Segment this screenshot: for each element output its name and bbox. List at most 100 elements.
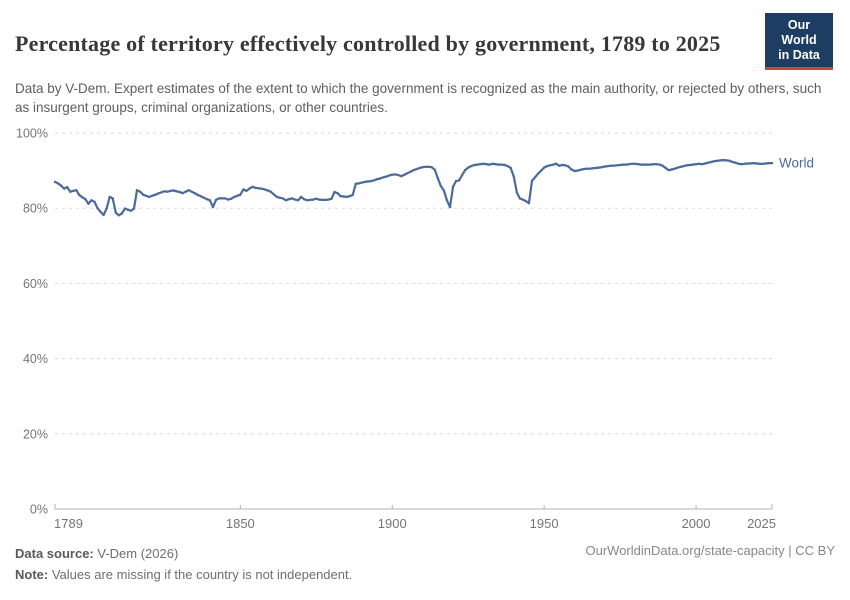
data-point-marker <box>488 163 491 166</box>
data-point-marker <box>75 189 78 192</box>
data-point-marker <box>144 194 148 197</box>
data-point-marker <box>242 188 245 191</box>
data-point-marker <box>157 192 160 195</box>
data-point-marker <box>184 190 187 193</box>
data-point-marker <box>169 189 172 193</box>
data-point-marker <box>208 199 212 202</box>
data-point-marker <box>628 163 631 166</box>
data-point-marker <box>193 192 196 195</box>
data-point-marker <box>391 173 394 176</box>
data-point-marker <box>360 181 364 184</box>
data-point-marker <box>348 195 351 198</box>
data-point-marker <box>330 197 333 200</box>
data-point-marker <box>479 163 482 166</box>
data-point-marker <box>87 202 90 205</box>
data-point-marker <box>345 195 348 199</box>
data-point-marker <box>427 165 430 168</box>
data-point-marker <box>527 202 531 205</box>
data-point-marker <box>90 199 93 202</box>
data-point-marker <box>281 197 285 200</box>
data-point-marker <box>728 159 731 162</box>
data-point-marker <box>634 162 637 165</box>
data-point-marker <box>482 162 485 165</box>
data-point-marker <box>485 163 488 166</box>
data-point-marker <box>755 162 758 165</box>
data-point-marker <box>175 190 178 193</box>
data-point-marker <box>324 198 327 202</box>
data-point-marker <box>342 195 345 198</box>
data-point-marker <box>579 168 582 171</box>
data-point-marker <box>649 163 652 166</box>
data-point-marker <box>129 209 133 212</box>
data-point-marker <box>463 169 467 172</box>
data-point-marker <box>385 175 388 178</box>
data-point-marker <box>460 173 464 177</box>
data-point-marker <box>366 180 370 183</box>
data-point-marker <box>202 196 206 199</box>
data-point-marker <box>333 190 336 194</box>
data-point-marker <box>135 189 139 192</box>
data-point-marker <box>442 189 446 192</box>
data-point-marker <box>457 179 461 182</box>
data-point-marker <box>673 167 676 170</box>
data-point-marker <box>536 172 540 175</box>
data-point-marker <box>539 169 543 172</box>
data-point-marker <box>555 162 558 165</box>
y-tick-label: 0% <box>30 503 48 517</box>
data-point-marker <box>594 166 597 170</box>
data-point-marker <box>59 184 63 187</box>
data-point-marker <box>564 164 567 167</box>
data-point-marker <box>679 165 683 168</box>
data-point-marker <box>56 182 60 185</box>
data-point-marker <box>473 163 476 167</box>
data-point-marker <box>78 193 81 197</box>
data-point-marker <box>309 198 312 202</box>
data-point-marker <box>381 176 385 179</box>
data-point-marker <box>436 176 439 180</box>
data-point-marker <box>245 189 248 193</box>
data-point-marker <box>494 163 497 166</box>
data-point-marker <box>154 193 157 196</box>
x-tick-label: 2000 <box>682 516 711 531</box>
owid-logo-line2: in Data <box>778 48 820 62</box>
data-point-marker <box>719 159 722 162</box>
data-point-marker <box>722 158 725 162</box>
data-point-marker <box>400 175 403 178</box>
data-point-marker <box>585 167 588 170</box>
data-point-marker <box>676 166 679 169</box>
data-point-marker <box>217 197 221 200</box>
series-label-world: World <box>779 156 814 171</box>
data-point-marker <box>66 185 69 189</box>
data-point-marker <box>704 162 707 165</box>
data-point-marker <box>296 199 300 202</box>
data-point-marker <box>591 167 594 170</box>
data-point-marker <box>640 163 643 166</box>
data-point-marker <box>570 168 573 171</box>
data-point-marker <box>266 189 269 192</box>
data-point-marker <box>284 199 288 202</box>
data-point-marker <box>740 163 743 166</box>
data-point-marker <box>746 162 749 165</box>
data-point-marker <box>737 162 740 165</box>
data-point-marker <box>120 212 124 215</box>
data-point-marker <box>53 180 57 184</box>
data-point-marker <box>743 162 746 165</box>
data-point-marker <box>375 178 379 181</box>
data-point-marker <box>327 198 330 201</box>
data-point-marker <box>454 179 458 183</box>
data-point-marker <box>558 164 561 167</box>
note-label: Note: <box>15 567 49 582</box>
data-point-marker <box>631 162 634 165</box>
data-point-marker <box>254 186 257 190</box>
data-point-marker <box>123 207 127 210</box>
data-point-marker <box>621 163 625 166</box>
data-point-marker <box>618 163 622 167</box>
data-point-marker <box>530 179 534 182</box>
y-tick-label: 80% <box>23 202 48 216</box>
data-point-marker <box>132 207 136 210</box>
data-point-marker <box>685 164 689 167</box>
line-chart: 0% 20% 40% 60% 80% 100% 1789 1850 1900 1950 2000 20… <box>16 127 814 532</box>
data-point-marker <box>512 175 515 178</box>
data-point-marker <box>707 161 710 164</box>
chart-subtitle: Data by V-Dem. Expert estimates of the e… <box>15 81 822 115</box>
